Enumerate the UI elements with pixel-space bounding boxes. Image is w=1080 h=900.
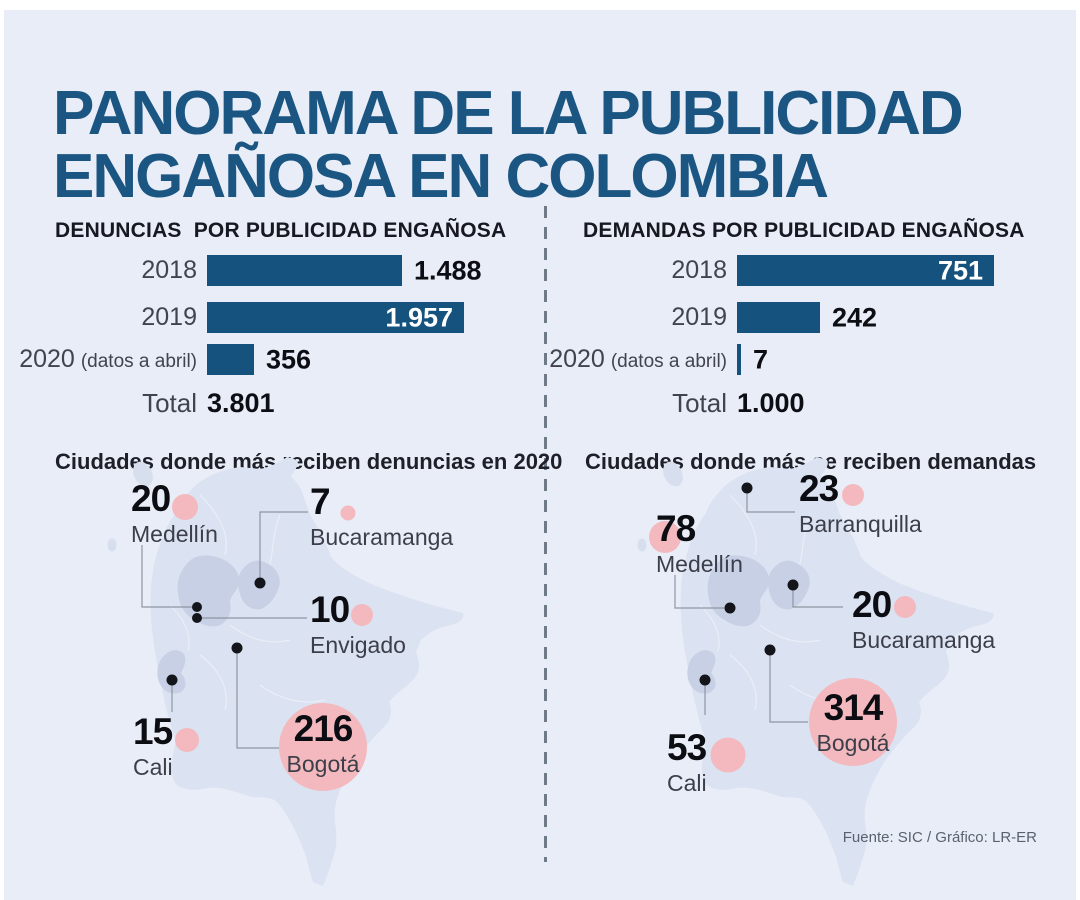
bubble-barranquilla — [842, 484, 864, 506]
connector-line — [746, 488, 795, 513]
connector-line — [674, 575, 724, 609]
demandas-label-2020: 2020 (datos a abril) — [549, 345, 727, 373]
denuncias-bar-2018: 1.488 — [207, 255, 482, 286]
city-dot-cali — [699, 674, 711, 686]
page-title-line2: ENGAÑOSA EN COLOMBIA — [53, 141, 829, 211]
bubble-cali — [175, 728, 199, 752]
colombia-map-demandas — [636, 456, 994, 887]
page-title: PANORAMA DE LA PUBLICIDAD ENGAÑOSA EN COL… — [53, 78, 964, 211]
city-label-cali: 53 Cali — [667, 727, 707, 797]
bubble-medellin — [649, 521, 681, 553]
denuncias-label-2019: 2019 — [141, 303, 197, 331]
city-dot-medellin — [192, 602, 202, 612]
city-label-bucaramanga: 20 Bucaramanga — [852, 584, 996, 654]
demandas-bar-2019: 242 — [737, 302, 877, 333]
city-label-medellin: 78 Medellín — [656, 508, 743, 578]
demandas-bar-2020: 7 — [737, 344, 768, 375]
city-dot-envigado — [192, 613, 202, 623]
city-label-bogota: 314 Bogotá — [816, 687, 890, 757]
source-credit: Fuente: SIC / Gráfico: LR-ER — [842, 829, 1037, 846]
bubble-bucaramanga — [894, 596, 916, 618]
demandas-bar-2018: 751 — [737, 255, 994, 286]
city-label-bogota: 216 Bogotá — [286, 708, 360, 778]
denuncias-label-2020: 2020 (datos a abril) — [19, 345, 197, 373]
city-dot-bucaramanga — [254, 577, 266, 589]
bubble-envigado — [351, 604, 373, 626]
denuncias-label-2018: 2018 — [141, 256, 197, 284]
demandas-total-value: 1.000 — [737, 388, 805, 418]
page-title-line1: PANORAMA DE LA PUBLICIDAD — [53, 78, 964, 148]
city-dot-bogota — [764, 644, 776, 656]
demandas-value-2019: 242 — [832, 302, 878, 332]
city-label-cali: 15 Cali — [133, 711, 173, 781]
city-dot-cali — [166, 674, 178, 686]
denuncias-value-2019: 1.957 — [385, 302, 453, 332]
city-dot-bogota — [231, 642, 243, 654]
demandas-label-2019: 2019 — [671, 303, 727, 331]
connector-line — [769, 650, 808, 723]
connector-line — [236, 648, 279, 749]
city-label-barranquilla: 23 Barranquilla — [799, 468, 922, 538]
colombia-map-denuncias — [106, 456, 464, 887]
bubble-bogota — [809, 678, 897, 766]
demandas-value-2020: 7 — [753, 344, 769, 374]
bubble-bucaramanga — [340, 505, 356, 521]
city-label-bucaramanga: 7 Bucaramanga — [310, 481, 454, 551]
denuncias-total-label: Total — [142, 388, 197, 418]
city-dot-bucaramanga — [787, 579, 799, 591]
demandas-chart-title: DEMANDAS POR PUBLICIDAD ENGAÑOSA — [583, 219, 1025, 243]
city-dot-barranquilla — [741, 482, 753, 494]
city-dot-medellin — [724, 602, 736, 614]
demandas-label-2018: 2018 — [671, 256, 727, 284]
demandas-value-2018: 751 — [937, 255, 983, 285]
city-label-envigado: 10 Envigado — [310, 589, 406, 659]
denuncias-bar-2019: 1.957 — [207, 302, 464, 333]
denuncias-total-value: 3.801 — [207, 388, 275, 418]
bubble-cali — [710, 737, 746, 773]
denuncias-chart-title: DENUNCIAS POR PUBLICIDAD ENGAÑOSA — [55, 219, 507, 243]
bubble-medellin — [172, 494, 198, 520]
connector-line — [259, 511, 308, 583]
bubble-bogota — [279, 703, 367, 791]
demandas-total-label: Total — [672, 388, 727, 418]
denuncias-value-2020: 356 — [266, 344, 312, 374]
connector-line — [792, 585, 843, 608]
denuncias-value-2018: 1.488 — [414, 255, 482, 285]
city-label-medellin: 20 Medellín — [131, 478, 218, 548]
connector-line — [141, 545, 192, 608]
denuncias-bar-2020: 356 — [207, 344, 311, 375]
dashed-divider — [544, 206, 547, 862]
